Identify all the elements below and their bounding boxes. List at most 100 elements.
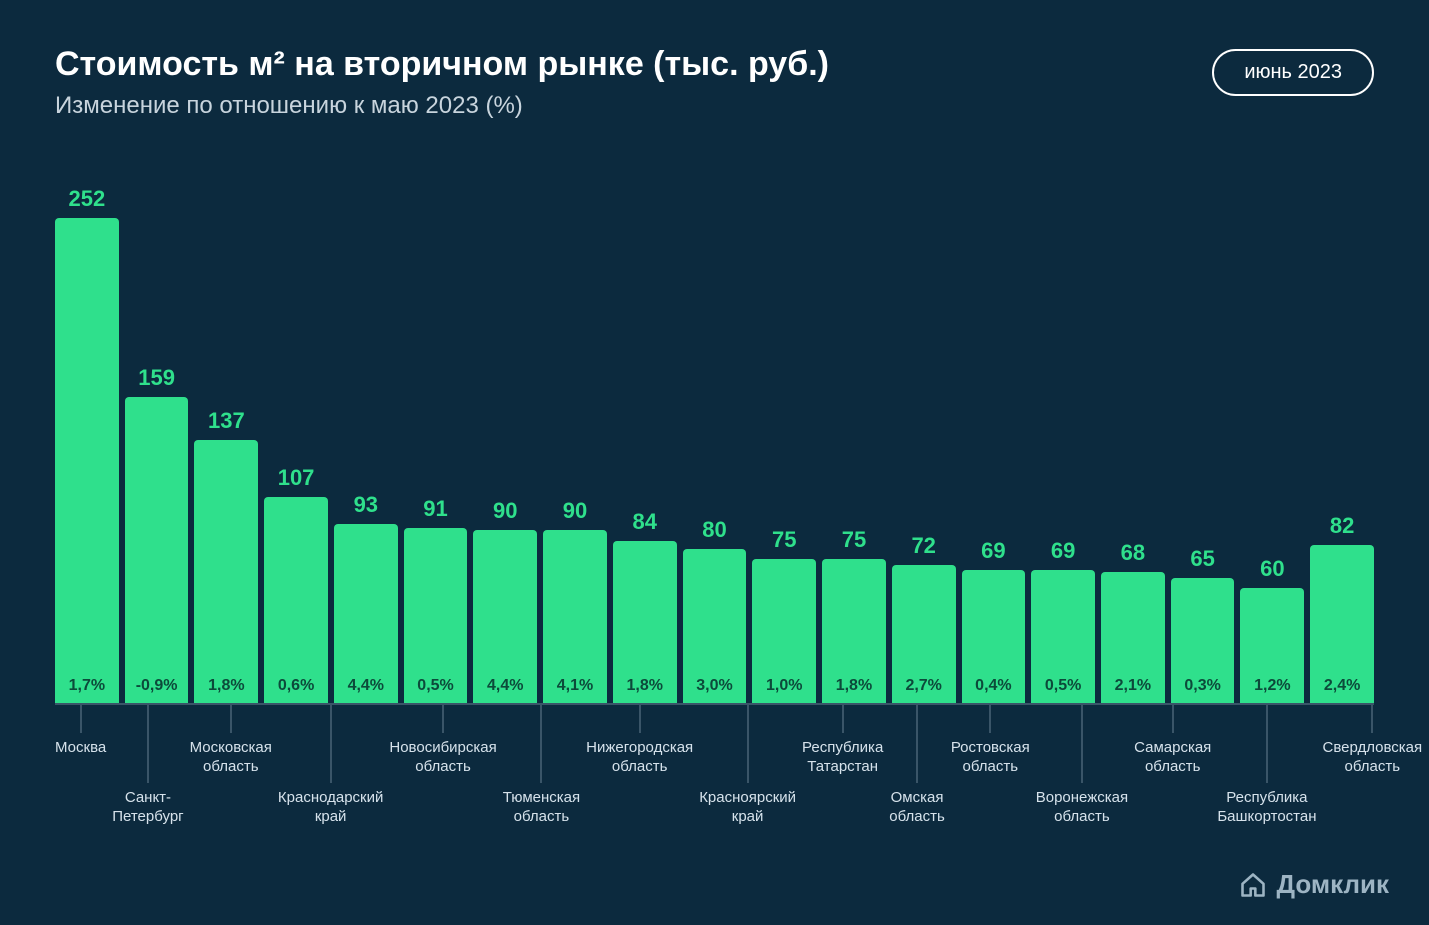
bar: 0,5%	[404, 528, 468, 703]
bar-value-label: 75	[772, 527, 796, 553]
bar-value-label: 80	[702, 517, 726, 543]
chart-title: Стоимость м² на вторичном рынке (тыс. ру…	[55, 45, 1212, 84]
bar-pct-label: 1,8%	[822, 677, 886, 695]
bar-col: 159 -0,9%	[125, 365, 189, 703]
bar: 4,4%	[334, 524, 398, 703]
bar-value-label: 82	[1330, 513, 1354, 539]
bar-col: 75 1,0%	[752, 527, 816, 703]
axis-tick	[540, 705, 542, 783]
label-col: Самарская область	[1134, 705, 1211, 865]
bar-col: 69 0,5%	[1031, 538, 1095, 703]
category-label: Омская область	[889, 789, 945, 827]
bar-col: 650,3%	[1171, 546, 1235, 703]
category-label: Москва	[55, 739, 106, 758]
bar: 1,8%	[822, 559, 886, 703]
bar-col: 60 1,2%	[1240, 556, 1304, 703]
bar-pct-label: 1,7%	[55, 677, 119, 695]
category-label: Самарская область	[1134, 739, 1211, 777]
bar: 0,5%	[1031, 570, 1095, 703]
axis-tick	[80, 705, 82, 733]
category-label: Новосибирская область	[389, 739, 496, 777]
bar-pct-label: 1,8%	[194, 677, 258, 695]
brand-text: Домклик	[1277, 869, 1389, 900]
bar-value-label: 69	[981, 538, 1005, 564]
bar: 0,6%	[264, 497, 328, 703]
bar: 1,7%	[55, 218, 119, 703]
label-col: Тюменская область	[503, 705, 580, 865]
house-icon	[1239, 871, 1267, 899]
bar-value-label: 84	[633, 509, 657, 535]
label-col: Красноярский край	[699, 705, 796, 865]
bar-pct-label: 4,4%	[334, 677, 398, 695]
bar: 2,4%	[1310, 545, 1374, 703]
category-label: Республика Башкортостан	[1217, 789, 1316, 827]
bar: 0,3%	[1171, 578, 1235, 703]
bar-pct-label: 2,1%	[1101, 677, 1165, 695]
label-col: Москва	[55, 705, 106, 865]
label-col: Новосибирская область	[389, 705, 496, 865]
bar-pct-label: -0,9%	[125, 677, 189, 695]
bar-col: 751,8%	[822, 527, 886, 703]
bar-value-label: 69	[1051, 538, 1075, 564]
label-col: Республика Татарстан	[802, 705, 883, 865]
bar-col: 1070,6%	[264, 465, 328, 703]
axis-tick	[1371, 705, 1373, 733]
bar: 2,1%	[1101, 572, 1165, 703]
bar-chart: 2521,7%159-0,9%1371,8%1070,6%934,4%910,5…	[55, 170, 1374, 865]
axis-tick	[1172, 705, 1174, 733]
bar-value-label: 60	[1260, 556, 1284, 582]
bar: 1,0%	[752, 559, 816, 703]
bar-pct-label: 4,4%	[473, 677, 537, 695]
bar-col: 93 4,4%	[334, 492, 398, 703]
bar: 3,0%	[683, 549, 747, 703]
bar-col: 80 3,0%	[683, 517, 747, 703]
axis-tick	[230, 705, 232, 733]
label-col: Свердловская область	[1322, 705, 1422, 865]
axis-tick	[639, 705, 641, 733]
bar-col: 82 2,4%	[1310, 513, 1374, 703]
labels-container: МоскваСанкт-ПетербургМосковская областьК…	[55, 705, 1374, 865]
axis-tick	[916, 705, 918, 783]
bar-value-label: 159	[138, 365, 175, 391]
bar-pct-label: 2,7%	[892, 677, 956, 695]
bar-pct-label: 0,5%	[404, 677, 468, 695]
label-col: Ростовская область	[951, 705, 1030, 865]
bar: 0,4%	[962, 570, 1026, 703]
axis-tick	[1081, 705, 1083, 783]
label-col: Омская область	[889, 705, 945, 865]
category-label: Ростовская область	[951, 739, 1030, 777]
bar-col: 90 4,1%	[543, 498, 607, 703]
bar-pct-label: 0,4%	[962, 677, 1026, 695]
bar: 4,1%	[543, 530, 607, 703]
axis-tick	[989, 705, 991, 733]
bar-pct-label: 3,0%	[683, 677, 747, 695]
bar-value-label: 90	[493, 498, 517, 524]
chart-subtitle: Изменение по отношению к маю 2023 (%)	[55, 92, 1212, 120]
bar-pct-label: 4,1%	[543, 677, 607, 695]
label-col: Нижегородская область	[586, 705, 693, 865]
bar-col: 1371,8%	[194, 408, 258, 703]
category-label: Красноярский край	[699, 789, 796, 827]
bar-pct-label: 0,3%	[1171, 677, 1235, 695]
category-label: Республика Татарстан	[802, 739, 883, 777]
bar-pct-label: 0,5%	[1031, 677, 1095, 695]
bar-col: 722,7%	[892, 533, 956, 703]
bar-value-label: 252	[69, 186, 106, 212]
bar-col: 252 1,7%	[55, 186, 119, 703]
bar-value-label: 93	[354, 492, 378, 518]
label-col: Санкт-Петербург	[112, 705, 183, 865]
date-badge: июнь 2023	[1212, 49, 1374, 96]
category-label: Краснодарский край	[278, 789, 383, 827]
bar: 1,8%	[194, 440, 258, 703]
bar: 1,2%	[1240, 588, 1304, 703]
bars-container: 2521,7%159-0,9%1371,8%1070,6%934,4%910,5…	[55, 170, 1374, 705]
axis-tick	[842, 705, 844, 733]
label-col: Краснодарский край	[278, 705, 383, 865]
axis-tick	[1266, 705, 1268, 783]
bar-col: 69 0,4%	[962, 538, 1026, 703]
category-label: Московская область	[190, 739, 272, 777]
bar-col: 682,1%	[1101, 540, 1165, 703]
category-label: Нижегородская область	[586, 739, 693, 777]
bar-value-label: 90	[563, 498, 587, 524]
axis-tick	[147, 705, 149, 783]
